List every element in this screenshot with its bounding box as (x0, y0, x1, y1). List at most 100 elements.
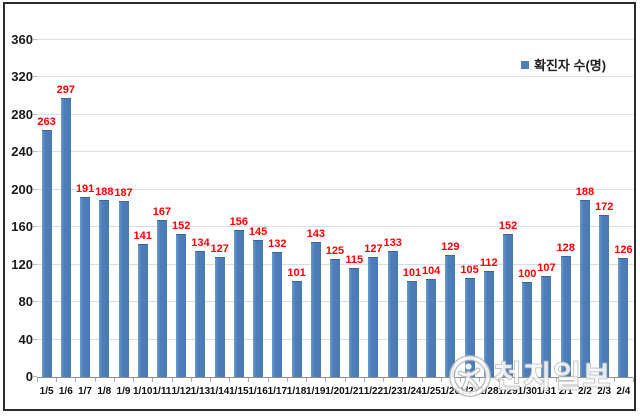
x-axis-tick (614, 378, 615, 382)
bar (464, 278, 475, 377)
bar-column: 145 (248, 40, 267, 377)
bar-column: 188 (95, 40, 114, 377)
bar-value-label: 112 (479, 257, 498, 269)
bar-column: 156 (229, 40, 248, 377)
bar-value-label: 172 (594, 201, 614, 213)
bar-value-label: 187 (114, 187, 133, 199)
x-axis-label: 1/30 (517, 386, 537, 397)
bar-value-label: 152 (172, 220, 191, 232)
x-axis-tick (460, 378, 461, 382)
bar-value-label: 133 (383, 237, 402, 249)
bar (560, 256, 571, 377)
x-axis-label: 1/20 (325, 386, 345, 397)
bar-column: 172 (595, 40, 614, 377)
bar (41, 130, 52, 377)
bar (329, 259, 340, 377)
legend-label: 확진자 수(명) (534, 58, 607, 73)
y-axis-tick (33, 338, 37, 340)
bar (176, 234, 187, 377)
x-axis-label: 2/4 (616, 386, 631, 397)
x-axis-label: 1/6 (58, 386, 73, 397)
gridline (37, 113, 633, 115)
y-axis-label: 120 (11, 256, 33, 272)
bar-value-label: 127 (210, 243, 229, 255)
x-axis-tick (402, 378, 403, 382)
bar-column: 125 (325, 40, 344, 377)
bar-column: 101 (287, 40, 306, 377)
x-axis-tick (133, 378, 134, 382)
x-axis-tick (518, 378, 519, 382)
y-axis-label: 280 (11, 106, 33, 122)
bar-value-label: 129 (441, 241, 460, 253)
x-axis-tick (556, 378, 557, 382)
x-axis-label: 1/11 (152, 386, 172, 397)
bar (541, 276, 552, 377)
bar-value-label: 132 (268, 238, 287, 250)
y-axis-tick (33, 188, 37, 190)
bar-value-label: 100 (518, 268, 537, 280)
bar-value-label: 105 (460, 264, 479, 276)
bar-value-label: 125 (325, 245, 345, 257)
bar-column: 100 (518, 40, 537, 377)
y-axis-label: 240 (11, 144, 33, 160)
bar (579, 200, 590, 377)
x-axis-label: 1/16 (248, 386, 268, 397)
gridline (37, 76, 633, 78)
y-axis-tick (33, 39, 37, 40)
legend: 확진자 수(명) (521, 55, 606, 74)
x-axis-label: 1/12 (171, 386, 191, 397)
x-axis-label: 1/7 (78, 386, 92, 397)
x-axis-label: 1/5 (39, 386, 54, 397)
bar (214, 257, 225, 377)
y-axis-tick (33, 263, 37, 265)
bar-column: 134 (191, 40, 210, 377)
gridline (37, 188, 633, 190)
bar (406, 281, 417, 377)
gridline (37, 226, 633, 228)
x-axis-tick (210, 378, 211, 382)
x-axis-label: 2/1 (558, 386, 573, 397)
x-axis-label: 1/14 (209, 386, 230, 397)
x-axis-label: 1/18 (286, 386, 307, 397)
bar (522, 282, 533, 377)
bar-value-label: 101 (402, 267, 422, 279)
x-axis-tick (37, 378, 38, 382)
x-axis-label: 1/10 (133, 386, 153, 397)
bar-column: 107 (537, 40, 556, 377)
x-axis-label: 1/24 (402, 386, 422, 397)
bar-column: 152 (172, 40, 191, 377)
x-axis-label: 1/9 (116, 386, 131, 397)
bar-value-label: 126 (614, 244, 633, 256)
y-axis-label: 160 (11, 219, 33, 235)
x-axis-tick (422, 378, 423, 382)
bar-column: 143 (306, 40, 325, 377)
bar-column: 105 (460, 40, 479, 377)
bar-value-label: 128 (556, 242, 575, 254)
bar (618, 258, 629, 377)
x-axis-tick (191, 378, 192, 382)
x-axis-tick (498, 378, 499, 382)
y-axis-tick (33, 376, 37, 377)
bar-value-label: 143 (306, 228, 325, 240)
legend-color-swatch (521, 60, 529, 69)
bar (349, 268, 360, 377)
x-axis-label: 1/8 (97, 386, 112, 397)
bar-column: 129 (441, 40, 460, 377)
bar-column: 187 (114, 40, 133, 377)
x-axis-tick (364, 378, 365, 382)
y-axis-tick (33, 151, 37, 153)
bar (599, 215, 610, 377)
gridline (37, 151, 633, 153)
y-axis-tick (33, 113, 37, 115)
x-axis-tick (287, 378, 288, 382)
plot-area: 263 297 191 188 187 141 167 152 134 127 156 145 132 1… (37, 39, 633, 378)
x-axis-label: 1/13 (190, 386, 211, 397)
y-axis-label: 40 (18, 331, 33, 347)
x-axis-tick (306, 378, 307, 382)
x-axis-tick (229, 378, 230, 382)
bar-value-label: 188 (575, 186, 595, 198)
bar-value-label: 167 (152, 206, 172, 218)
x-axis-tick (575, 378, 576, 382)
bar (60, 98, 71, 377)
bar-value-label: 297 (56, 84, 76, 96)
